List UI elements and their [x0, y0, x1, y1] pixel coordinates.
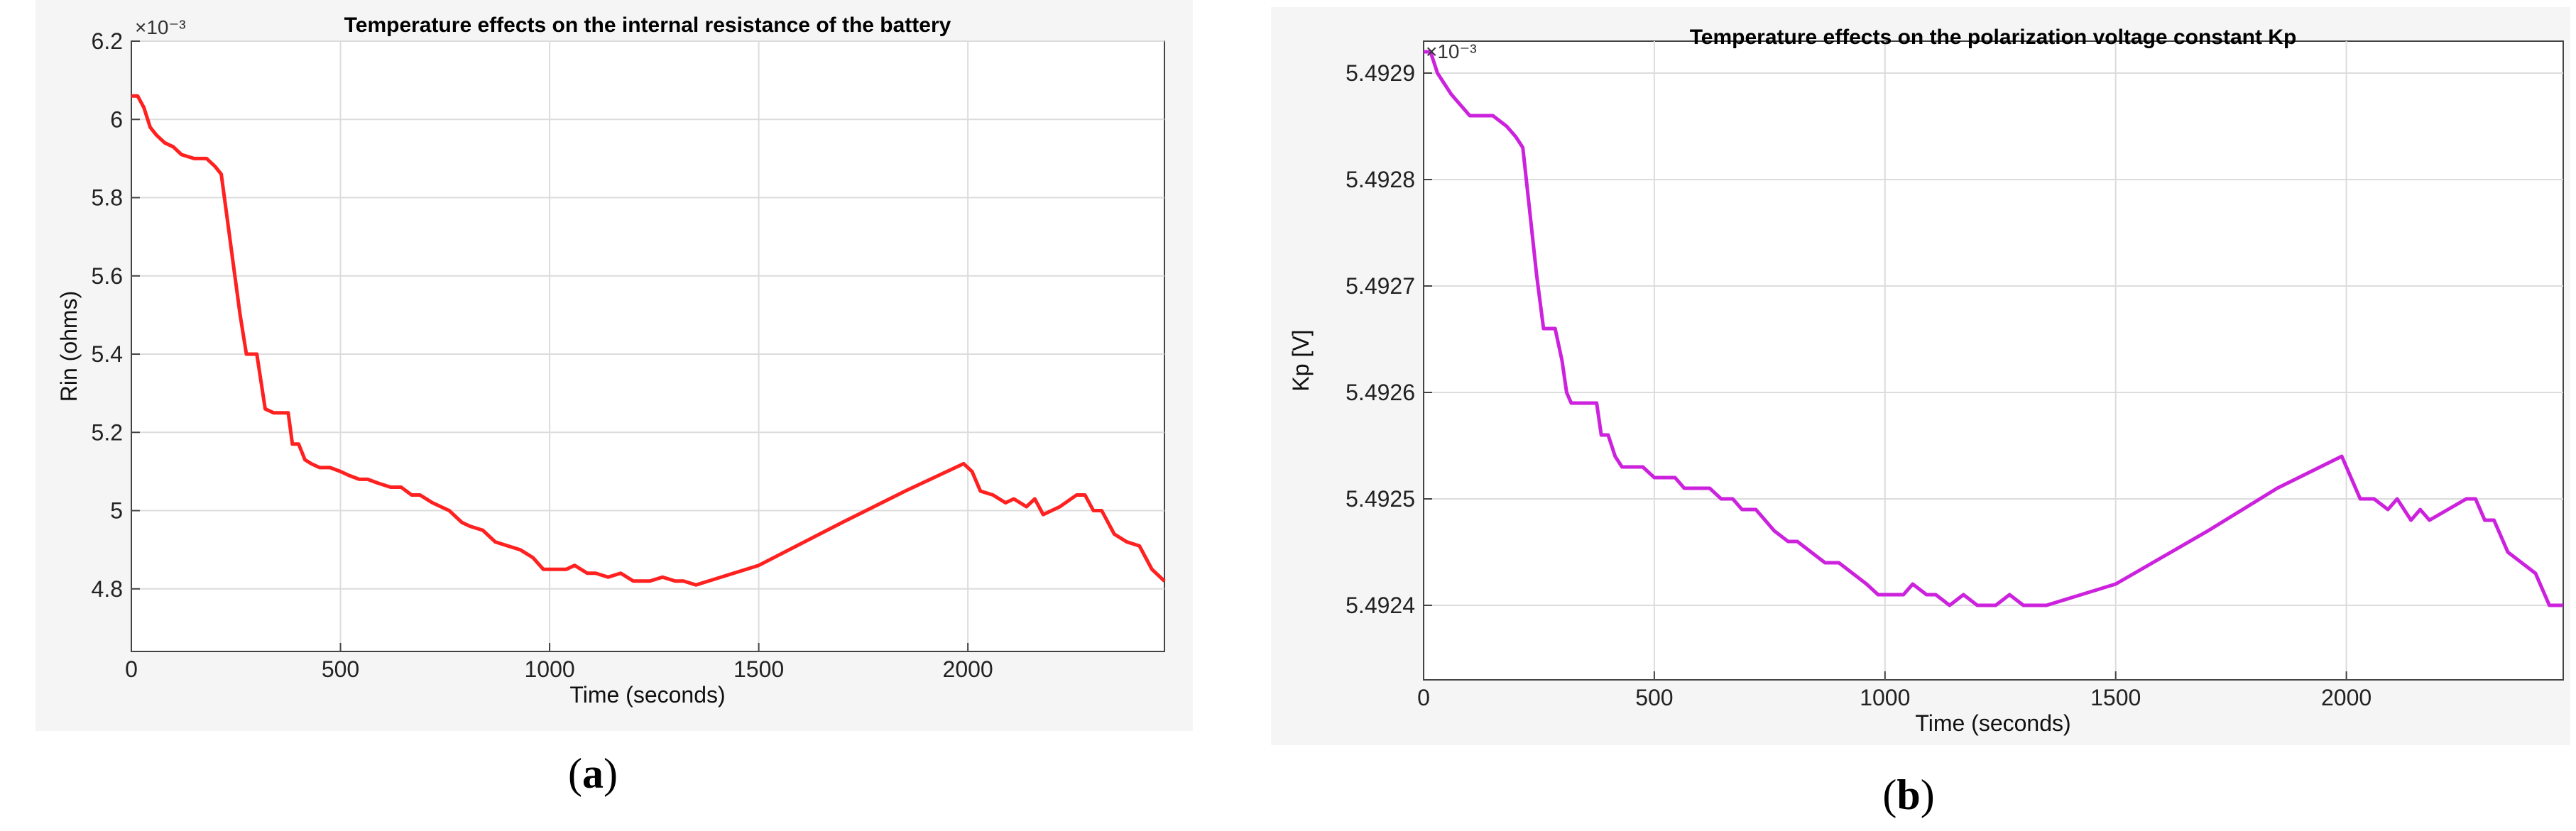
y-tick-label: 5.4 [92, 341, 123, 367]
y-tick-label: 5.4927 [1346, 273, 1415, 299]
y-tick-label: 6 [110, 106, 123, 132]
y-tick-label: 5 [110, 498, 123, 524]
plot-area-b [1423, 40, 2564, 681]
y-axis-label-a: Rin (ohms) [56, 291, 82, 402]
x-tick-label: 1500 [2090, 685, 2141, 710]
y-tick-label: 5.8 [92, 185, 123, 211]
y-tick-label: 5.4929 [1346, 60, 1415, 86]
y-tick-label: 5.4928 [1346, 167, 1415, 192]
x-tick-label: 1500 [733, 656, 784, 682]
y-ticks-a: 4.8 5 5.2 5.4 5.6 5.8 6 6.2 [92, 28, 140, 602]
x-tick-label: 2000 [2321, 685, 2372, 710]
x-tick-label: 0 [1417, 685, 1430, 710]
chart-title-b: Temperature effects on the polarization … [1690, 26, 2297, 49]
x-tick-label: 2000 [943, 656, 993, 682]
y-axis-label-b: Kp [V] [1288, 329, 1314, 391]
y-tick-label: 5.4924 [1346, 593, 1415, 618]
x-axis-label-a: Time (seconds) [569, 682, 725, 708]
panel-b: 5.4924 5.4925 5.4926 5.4927 5.4928 5.4929 0 50… [1271, 7, 2570, 818]
y-tick-label: 5.2 [92, 419, 123, 445]
x-tick-label: 1000 [524, 656, 574, 682]
x-ticks-a: 0 500 1000 1500 2000 [125, 643, 993, 682]
caption-b: (b) [1882, 771, 1934, 818]
grid-b [1424, 41, 2563, 680]
x-tick-label: 500 [1635, 685, 1673, 710]
x-tick-label: 0 [125, 656, 138, 682]
x-tick-label: 1000 [1860, 685, 1910, 710]
caption-letter-a: a [582, 750, 604, 797]
chart-title-a: Temperature effects on the internal resi… [344, 13, 951, 37]
rin-series-line [131, 94, 1166, 587]
panel-a: 4.8 5 5.2 5.4 5.6 5.8 6 6.2 0 500 1000 1500 2000 Te… [36, 0, 1193, 797]
y-tick-label: 5.6 [92, 263, 123, 289]
y-exponent-label-b: ×10⁻³ [1426, 40, 1477, 62]
y-tick-label: 4.8 [92, 576, 123, 602]
y-ticks-b: 5.4924 5.4925 5.4926 5.4927 5.4928 5.4929 [1346, 60, 1432, 618]
x-axis-label-b: Time (seconds) [1915, 710, 2070, 736]
x-ticks-b: 0 500 1000 1500 2000 [1417, 671, 2372, 710]
grid-a [131, 40, 1164, 651]
y-tick-label: 5.4925 [1346, 486, 1415, 512]
y-tick-label: 6.2 [92, 28, 123, 54]
caption-letter-b: b [1896, 771, 1920, 818]
y-exponent-label-a: ×10⁻³ [135, 16, 186, 38]
x-tick-label: 500 [322, 656, 359, 682]
y-tick-label: 5.4926 [1346, 380, 1415, 405]
plot-area-a [131, 40, 1165, 652]
kp-series-line [1424, 50, 2563, 607]
caption-a: (a) [568, 750, 618, 797]
